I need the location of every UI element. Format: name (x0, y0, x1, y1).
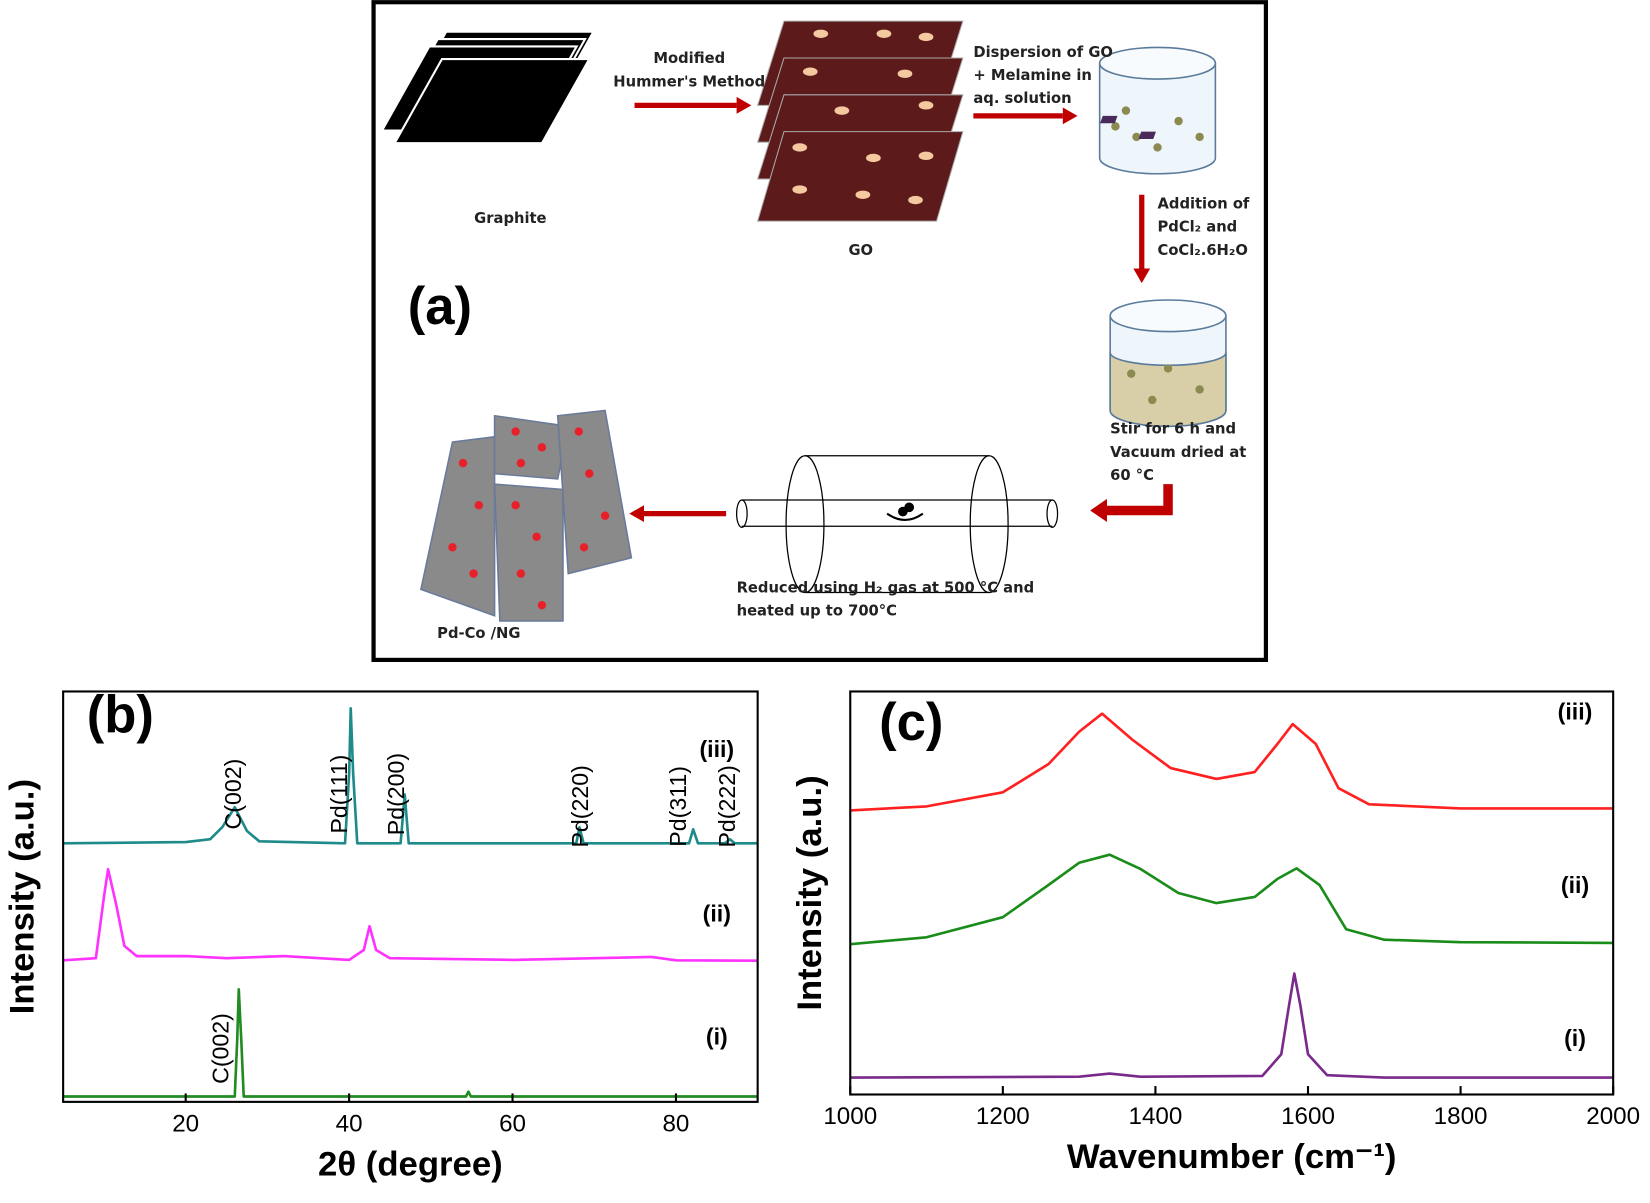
plot-frame (849, 690, 1615, 1096)
method-label: Modified Hummer's Method (613, 50, 765, 90)
x-tick-label: 1400 (1129, 1103, 1183, 1130)
beaker-1 (1098, 46, 1217, 175)
arrows (629, 96, 1173, 523)
peak-label: Pd(220) (567, 765, 593, 847)
series-label: (ii) (703, 900, 731, 926)
frame (371, 0, 1269, 663)
x-axis-title: Wavenumber (cm⁻¹) (1067, 1138, 1397, 1176)
y-axis-title: Intensity (a.u.) (4, 779, 42, 1014)
x-tick-label: 40 (336, 1110, 363, 1137)
panel-label: (b) (87, 686, 154, 745)
plot-frame (62, 690, 759, 1103)
graphite-label: Graphite (474, 210, 546, 227)
peak-label: C(002) (208, 1013, 234, 1084)
panel-label: (c) (879, 693, 943, 752)
series-label: (iii) (1558, 699, 1593, 725)
product-label: Pd-Co /NG (437, 625, 520, 642)
x-tick-label: 1000 (823, 1103, 877, 1130)
addition-label: Addition of PdCl₂ and CoCl₂.6H₂O (1158, 195, 1250, 258)
stir-label: Stir for 6 h and Vacuum dried at 60 °C (1110, 421, 1246, 484)
beaker-2 (1109, 299, 1227, 428)
tube-furnace (735, 455, 1059, 594)
series-line (63, 867, 758, 962)
series-line (63, 988, 758, 1098)
series-label: (i) (706, 1023, 728, 1049)
x-tick-label: 20 (172, 1110, 199, 1137)
series-line (850, 712, 1614, 812)
peak-label: C(002) (220, 759, 246, 830)
x-tick-label: 1800 (1434, 1103, 1488, 1130)
schematic: Modified Hummer's Method Graphite GO Disp… (371, 0, 1269, 663)
product-sheets (420, 409, 633, 622)
panel-label: (a) (408, 277, 472, 336)
peak-label: Pd(222) (714, 765, 740, 847)
reduced-label: Reduced using H₂ gas at 500 °C and heated… (737, 580, 1035, 620)
go-stack (756, 20, 964, 222)
dispersion-label: Dispersion of GO + Melamine in aq. solutio… (973, 44, 1113, 107)
x-tick-label: 2000 (1586, 1103, 1640, 1130)
x-tick-label: 1600 (1281, 1103, 1335, 1130)
x-tick-label: 80 (662, 1110, 689, 1137)
y-axis-title: Intensity (a.u.) (791, 775, 829, 1010)
series-line (850, 972, 1614, 1079)
peak-label: Pd(311) (665, 766, 691, 847)
x-tick-label: 1200 (976, 1103, 1030, 1130)
series-label: (iii) (699, 736, 734, 762)
go-label: GO (848, 242, 873, 259)
peak-label: Pd(200) (383, 753, 409, 835)
x-tick-label: 60 (499, 1110, 526, 1137)
series-label: (ii) (1561, 872, 1589, 898)
series-line (63, 706, 758, 845)
series-label: (i) (1564, 1025, 1586, 1051)
graphite-stack (380, 30, 596, 145)
peak-label: Pd(111) (326, 755, 352, 834)
x-axis-title: 2θ (degree) (318, 1146, 503, 1184)
series-line (850, 853, 1614, 946)
